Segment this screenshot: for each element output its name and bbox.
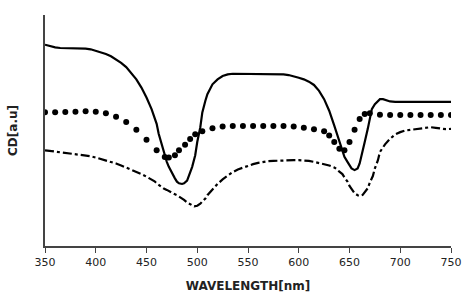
svg-text:750: 750 [441, 256, 462, 269]
svg-text:400: 400 [85, 256, 106, 269]
svg-text:600: 600 [288, 256, 309, 269]
svg-text:700: 700 [390, 256, 411, 269]
svg-text:350: 350 [35, 256, 56, 269]
svg-text:550: 550 [238, 256, 259, 269]
svg-text:650: 650 [339, 256, 360, 269]
svg-text:450: 450 [136, 256, 157, 269]
svg-text:WAVELENGTH[nm]: WAVELENGTH[nm] [186, 279, 310, 293]
svg-text:500: 500 [187, 256, 208, 269]
svg-text:CD[a.u]: CD[a.u] [6, 105, 20, 156]
